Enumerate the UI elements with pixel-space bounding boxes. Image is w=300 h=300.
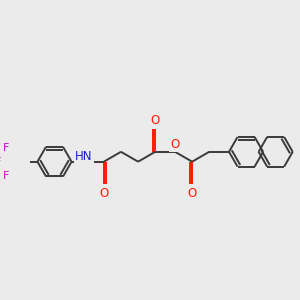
Text: O: O (170, 138, 180, 151)
Text: F: F (0, 157, 2, 167)
Text: O: O (99, 187, 109, 200)
Text: O: O (188, 187, 197, 200)
Text: F: F (3, 143, 10, 153)
Text: HN: HN (75, 150, 93, 163)
Text: F: F (3, 171, 10, 181)
Text: O: O (151, 114, 160, 127)
